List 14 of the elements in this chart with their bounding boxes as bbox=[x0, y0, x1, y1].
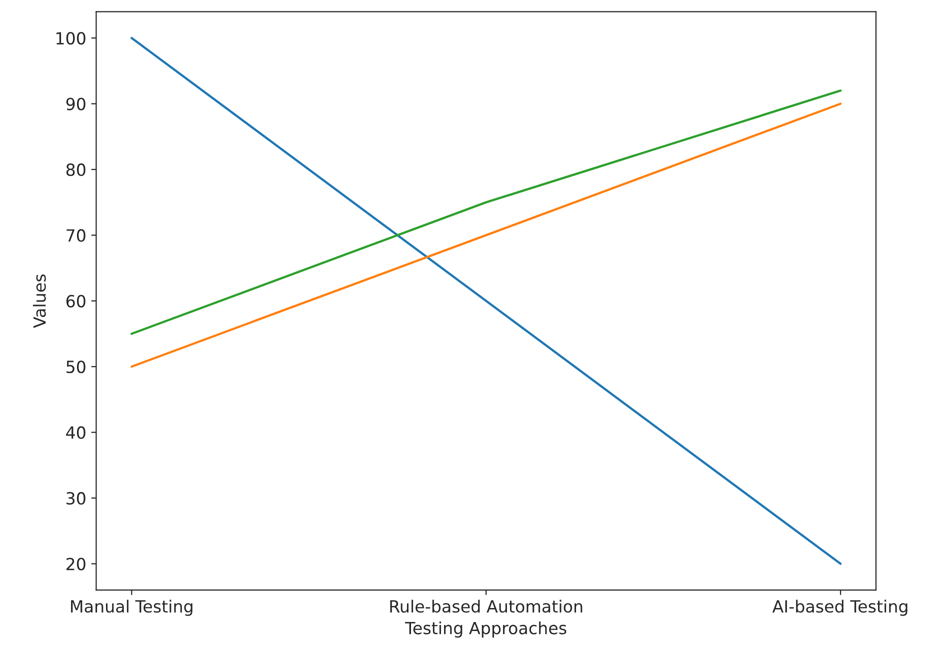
y-tick-label: 50 bbox=[66, 360, 86, 374]
y-tick-label: 20 bbox=[66, 558, 86, 570]
x-tick-label: AI-based Testing bbox=[772, 600, 908, 616]
y-tick-label: 90 bbox=[66, 98, 86, 110]
y-tick-label: 30 bbox=[66, 492, 86, 505]
y-tick-label: 40 bbox=[66, 426, 86, 439]
y-tick-label: 80 bbox=[66, 163, 86, 176]
x-tick-label: Rule-based Automation bbox=[390, 600, 582, 613]
x-axis-title: Testing Approaches bbox=[405, 621, 566, 638]
y-tick-label: 100 bbox=[56, 32, 86, 45]
y-tick-label: 70 bbox=[66, 229, 86, 242]
y-tick-label: 60 bbox=[66, 294, 86, 308]
x-tick-label: Manual Testing bbox=[71, 600, 192, 616]
y-axis-title: Values bbox=[32, 274, 46, 328]
